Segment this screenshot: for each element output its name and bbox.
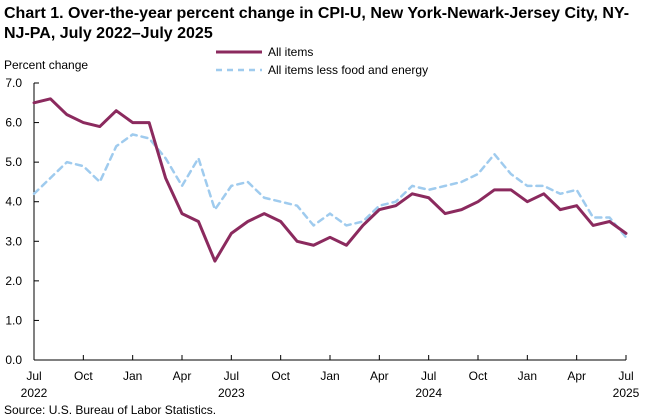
y-tick-label: 0.0 <box>5 353 22 367</box>
y-tick-label: 4.0 <box>5 195 22 209</box>
x-tick-year-label: 2024 <box>415 386 442 400</box>
x-tick-label: Jul <box>421 369 436 383</box>
x-tick-label: Jan <box>320 369 339 383</box>
legend-item-less-food-energy-label: All items less food and energy <box>268 63 428 77</box>
x-tick-label: Oct <box>469 369 488 383</box>
y-tick-label: 7.0 <box>5 76 22 90</box>
x-tick-label: Jul <box>224 369 239 383</box>
legend: All items All items less food and energy <box>216 45 428 77</box>
x-tick-label: Jan <box>123 369 142 383</box>
x-tick-year-label: 2023 <box>218 386 245 400</box>
y-axis-label: Percent change <box>4 58 89 72</box>
x-tick-label: Jul <box>26 369 41 383</box>
chart-title: Chart 1. Over-the-year percent change in… <box>4 5 630 42</box>
series-layer <box>32 97 628 263</box>
y-tick-label: 1.0 <box>5 313 22 327</box>
series-line-all-items <box>32 97 628 263</box>
source-note: Source: U.S. Bureau of Labor Statistics. <box>4 403 217 417</box>
x-tick-label: Apr <box>173 369 192 383</box>
x-tick-label: Oct <box>74 369 93 383</box>
y-tick-label: 5.0 <box>5 155 22 169</box>
x-tick-label: Oct <box>271 369 290 383</box>
axes: 0.0 1.0 2.0 3.0 4.0 5.0 6.0 7.0 Jul 2022 Oct Jan Apr… <box>5 76 639 400</box>
y-tick-label: 3.0 <box>5 234 22 248</box>
x-tick-label: Apr <box>567 369 586 383</box>
x-tick-label: Jul <box>618 369 633 383</box>
x-tick-label: Jan <box>518 369 537 383</box>
x-tick-label: Apr <box>370 369 389 383</box>
x-tick-year-label: 2025 <box>613 386 640 400</box>
x-tick-year-label: 2022 <box>21 386 48 400</box>
legend-item-all-items-label: All items <box>268 45 313 59</box>
y-tick-label: 2.0 <box>5 274 22 288</box>
series-line-less-food-energy <box>32 133 628 239</box>
y-tick-label: 6.0 <box>5 116 22 130</box>
